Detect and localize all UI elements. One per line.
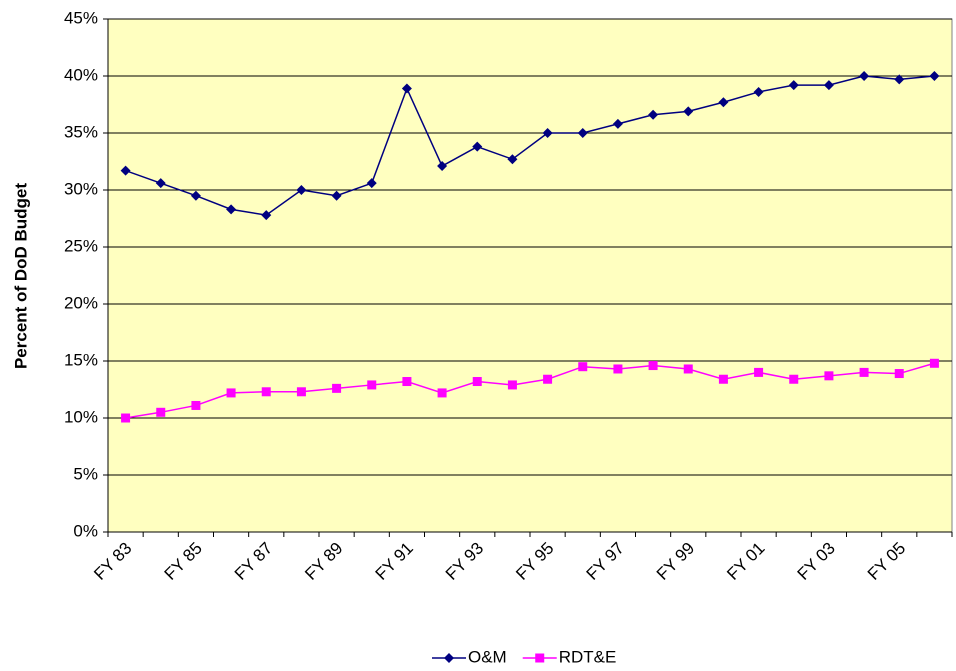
data-point	[718, 374, 728, 384]
data-point	[683, 106, 694, 117]
data-point	[226, 204, 237, 215]
legend-marker	[444, 653, 454, 663]
data-point	[577, 128, 588, 138]
x-tick-label: FY 85	[161, 539, 206, 584]
data-point	[859, 367, 869, 377]
data-point	[366, 178, 377, 189]
legend-label: O&M	[468, 647, 507, 666]
x-tick-label: FY 99	[653, 539, 698, 584]
y-axis-label: Percent of DoD Budget	[11, 183, 30, 369]
series-line	[125, 362, 935, 419]
y-tick-label: 40%	[64, 65, 98, 84]
data-point	[155, 178, 166, 189]
data-point	[543, 374, 553, 384]
data-point	[612, 118, 623, 129]
data-point	[823, 80, 834, 91]
data-point	[437, 161, 448, 172]
data-point	[261, 387, 271, 397]
data-point	[683, 364, 693, 374]
data-point	[296, 185, 307, 195]
data-point	[472, 141, 483, 152]
y-tick-label: 45%	[64, 8, 98, 27]
y-tick-label: 0%	[73, 521, 98, 540]
legend-item: RDT&E	[522, 647, 617, 666]
x-tick-label: FY 89	[301, 539, 346, 584]
y-tick-label: 5%	[73, 464, 98, 483]
data-point	[191, 400, 201, 410]
data-point	[507, 380, 517, 390]
data-point	[894, 74, 905, 85]
data-point	[296, 387, 306, 397]
data-point	[753, 86, 764, 97]
series-line	[125, 75, 935, 216]
plot-area	[107, 18, 953, 533]
x-tick-label: FY 91	[372, 539, 417, 584]
data-point	[332, 383, 342, 393]
data-point	[120, 165, 131, 176]
y-tick-label: 20%	[64, 293, 98, 312]
data-point	[613, 364, 623, 374]
y-tick-label: 25%	[64, 236, 98, 255]
data-point	[929, 71, 940, 81]
data-point	[648, 361, 658, 371]
x-tick-label: FY 87	[231, 539, 276, 584]
x-tick-label: FY 03	[794, 539, 839, 584]
data-point	[718, 97, 729, 108]
y-tick-label: 10%	[64, 407, 98, 426]
x-tick-label: FY 05	[864, 539, 909, 584]
x-tick-label: FY 97	[583, 539, 628, 584]
data-point	[507, 154, 518, 165]
data-point	[824, 371, 834, 381]
y-tick-label: 35%	[64, 122, 98, 141]
data-point	[542, 128, 553, 138]
y-tick-label: 15%	[64, 350, 98, 369]
data-point	[190, 190, 201, 201]
data-point	[648, 109, 659, 120]
x-tick-label: FY 83	[90, 539, 135, 584]
legend-label: RDT&E	[559, 647, 617, 666]
data-point	[754, 367, 764, 377]
data-point	[929, 358, 939, 368]
data-point	[472, 377, 482, 387]
data-point	[789, 374, 799, 384]
legend-marker	[535, 653, 545, 663]
x-tick-label: FY 93	[442, 539, 487, 584]
legend-item: O&M	[432, 647, 507, 666]
data-point	[156, 407, 166, 417]
data-point	[226, 388, 236, 398]
data-point	[121, 413, 131, 423]
data-point	[261, 210, 272, 221]
data-point	[367, 380, 377, 390]
x-tick-label: FY 95	[512, 539, 557, 584]
data-point	[578, 362, 588, 372]
x-tick-label: FY 01	[723, 539, 768, 584]
data-point	[402, 377, 412, 387]
data-point	[859, 71, 870, 81]
y-tick-label: 30%	[64, 179, 98, 198]
data-point	[788, 80, 799, 91]
data-point	[437, 388, 447, 398]
data-point	[894, 369, 904, 379]
data-point	[331, 190, 342, 201]
data-point	[401, 83, 412, 94]
